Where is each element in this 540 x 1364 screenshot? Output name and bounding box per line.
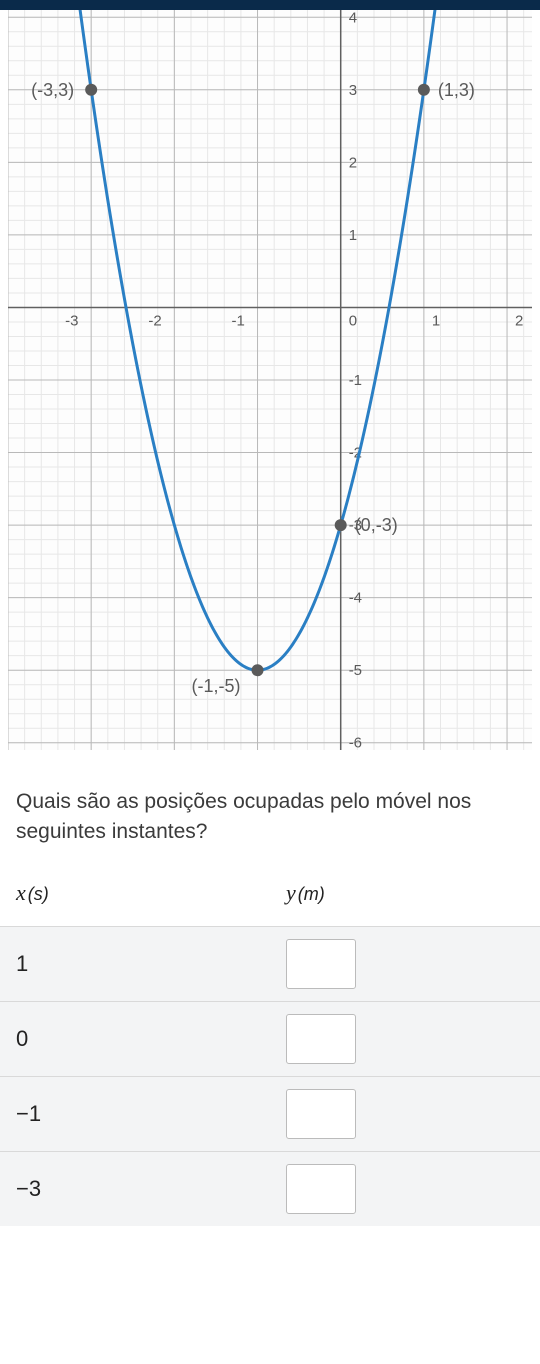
y-input[interactable] <box>286 939 356 989</box>
y-input[interactable] <box>286 1089 356 1139</box>
row-x-value: 1 <box>0 931 286 997</box>
svg-text:2: 2 <box>515 312 523 329</box>
table-header: x(s) y(m) <box>0 860 540 926</box>
svg-text:-5: -5 <box>349 662 362 679</box>
svg-text:(1,3): (1,3) <box>438 80 475 100</box>
chart-svg: 4-3-2-1012-6-5-4-3-2-11234(-3,3)(1,3)(0,… <box>8 10 532 750</box>
header-x: x(s) <box>0 860 270 926</box>
table-row: −3 <box>0 1151 540 1226</box>
row-y-cell <box>286 1077 540 1151</box>
svg-text:1: 1 <box>432 312 440 329</box>
svg-text:(-1,-5): (-1,-5) <box>192 676 241 696</box>
row-y-cell <box>286 927 540 1001</box>
row-x-value: −1 <box>0 1081 286 1147</box>
table-row: 1 <box>0 926 540 1001</box>
svg-text:0: 0 <box>349 312 357 329</box>
position-table: x(s) y(m) 1 0 −1 −3 <box>0 860 540 1226</box>
svg-text:-2: -2 <box>148 312 161 329</box>
svg-text:-1: -1 <box>349 372 362 389</box>
svg-text:(0,-3): (0,-3) <box>355 515 398 535</box>
parabola-chart: 4-3-2-1012-6-5-4-3-2-11234(-3,3)(1,3)(0,… <box>0 10 540 763</box>
svg-text:(-3,3): (-3,3) <box>31 80 74 100</box>
top-toolbar <box>0 0 540 10</box>
header-y-var: y <box>286 880 296 906</box>
svg-text:2: 2 <box>349 154 357 171</box>
table-row: 0 <box>0 1001 540 1076</box>
y-input[interactable] <box>286 1164 356 1214</box>
row-x-value: −3 <box>0 1156 286 1222</box>
header-x-unit: (s) <box>28 884 49 905</box>
svg-text:4: 4 <box>349 10 357 26</box>
header-y: y(m) <box>270 860 540 926</box>
header-y-unit: (m) <box>298 884 325 905</box>
header-x-var: x <box>16 880 26 906</box>
svg-text:-1: -1 <box>232 312 245 329</box>
svg-text:3: 3 <box>349 82 357 99</box>
row-x-value: 0 <box>0 1006 286 1072</box>
svg-text:-3: -3 <box>65 312 78 329</box>
row-y-cell <box>286 1152 540 1226</box>
svg-text:-6: -6 <box>349 735 362 750</box>
svg-text:-4: -4 <box>349 590 362 607</box>
y-input[interactable] <box>286 1014 356 1064</box>
question-text: Quais são as posições ocupadas pelo móve… <box>0 763 540 860</box>
svg-text:1: 1 <box>349 227 357 244</box>
table-row: −1 <box>0 1076 540 1151</box>
row-y-cell <box>286 1002 540 1076</box>
